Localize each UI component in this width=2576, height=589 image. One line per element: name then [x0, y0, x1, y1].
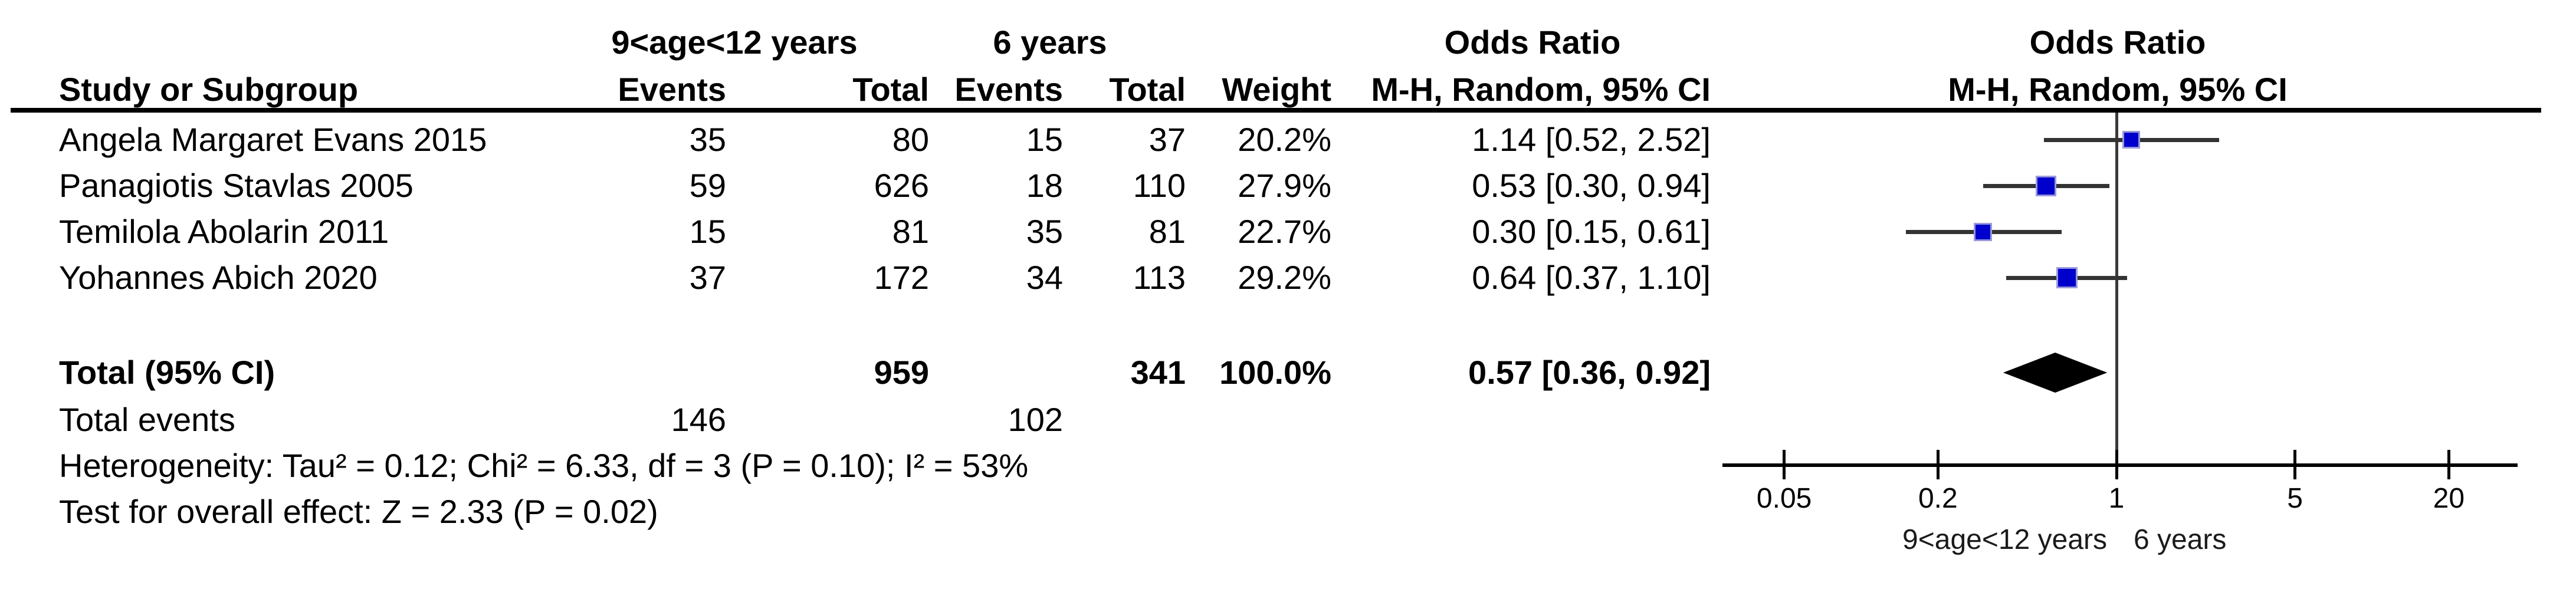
x-axis-line	[1722, 463, 2518, 467]
total1-column-header: Total	[852, 71, 929, 108]
weight-value: 22.7%	[1238, 213, 1331, 250]
group-header-row: 9<age<12 years 6 years Odds Ratio Odds R…	[0, 19, 2576, 66]
axis-tick-label: 5	[2287, 483, 2303, 514]
weight-column-header: Weight	[1222, 71, 1331, 108]
total-events1: 146	[671, 401, 726, 438]
odds-ratio-plot-title: Odds Ratio	[2029, 24, 2206, 61]
events1-column-header: Events	[618, 71, 726, 108]
overall-effect-text: Test for overall effect: Z = 2.33 (P = 0…	[59, 493, 658, 530]
column-header-row: Study or Subgroup Events Total Events To…	[0, 66, 2576, 113]
axis-tick	[2115, 450, 2118, 479]
axis-tick-label: 0.2	[1918, 483, 1958, 514]
ci-text-value: 1.14 [0.52, 2.52]	[1472, 121, 1711, 158]
group-header-experimental: 9<age<12 years	[611, 24, 858, 61]
effect-square	[2056, 267, 2078, 288]
odds-ratio-column-title: Odds Ratio	[1444, 24, 1621, 61]
total2-value: 110	[1133, 167, 1186, 204]
total-events-row: Total events 146 102	[0, 396, 2576, 443]
total1-value: 80	[892, 121, 929, 158]
table-row: Panagiotis Stavlas 2005 59 626 18 110 27…	[0, 162, 2576, 209]
pooled-diamond	[2003, 353, 2108, 393]
events1-value: 15	[689, 213, 726, 250]
axis-caption-left: 9<age<12 years	[1902, 524, 2107, 555]
table-row: Temilola Abolarin 2011 15 81 35 81 22.7%…	[0, 208, 2576, 255]
events2-value: 15	[1026, 121, 1063, 158]
null-effect-line	[2115, 113, 2118, 465]
heterogeneity-row: Heterogeneity: Tau² = 0.12; Chi² = 6.33,…	[0, 442, 2576, 489]
header-separator-line	[11, 108, 2541, 113]
events2-value: 34	[1026, 259, 1063, 296]
events2-column-header: Events	[954, 71, 1063, 108]
effect-square	[2122, 131, 2140, 149]
axis-tick	[2293, 450, 2297, 479]
axis-tick-label: 1	[2108, 483, 2125, 514]
table-row: Yohannes Abich 2020 37 172 34 113 29.2% …	[0, 254, 2576, 301]
study-name: Panagiotis Stavlas 2005	[59, 167, 414, 204]
ci-text-value: 0.53 [0.30, 0.94]	[1472, 167, 1711, 204]
axis-tick	[1783, 450, 1786, 479]
effect-square	[1974, 222, 1993, 241]
axis-tick	[1936, 450, 1940, 479]
total2-column-header: Total	[1109, 71, 1186, 108]
events1-value: 59	[689, 167, 726, 204]
overall-effect-row: Test for overall effect: Z = 2.33 (P = 0…	[0, 488, 2576, 535]
study-name: Temilola Abolarin 2011	[59, 213, 389, 250]
events2-value: 18	[1026, 167, 1063, 204]
ci-text-value: 0.30 [0.15, 0.61]	[1472, 213, 1711, 250]
pooled-ci-text: 0.57 [0.36, 0.92]	[1468, 354, 1711, 391]
study-column-header: Study or Subgroup	[59, 71, 359, 108]
ci-text-value: 0.64 [0.37, 1.10]	[1472, 259, 1711, 296]
events2-value: 35	[1026, 213, 1063, 250]
total1-sum: 959	[874, 354, 929, 391]
total2-value: 113	[1133, 259, 1186, 296]
total-row: Total (95% CI) 959 341 100.0% 0.57 [0.36…	[0, 349, 2576, 396]
mh-ci-plot-header: M-H, Random, 95% CI	[1948, 71, 2288, 108]
weight-value: 29.2%	[1238, 259, 1331, 296]
study-name: Angela Margaret Evans 2015	[59, 121, 487, 158]
weight-value: 27.9%	[1238, 167, 1331, 204]
axis-tick-label: 20	[2433, 483, 2465, 514]
events1-value: 37	[689, 259, 726, 296]
total1-value: 172	[874, 259, 929, 296]
axis-tick-label: 0.05	[1756, 483, 1812, 514]
total1-value: 81	[892, 213, 929, 250]
group-header-control: 6 years	[993, 24, 1107, 61]
study-name: Yohannes Abich 2020	[59, 259, 378, 296]
axis-caption-right: 6 years	[2134, 524, 2227, 555]
total-label: Total (95% CI)	[59, 354, 275, 391]
total-events2: 102	[1008, 401, 1063, 438]
table-row: Angela Margaret Evans 2015 35 80 15 37 2…	[0, 116, 2576, 163]
weight-value: 20.2%	[1238, 121, 1331, 158]
total1-value: 626	[874, 167, 929, 204]
weight-sum: 100.0%	[1219, 354, 1331, 391]
effect-square	[2036, 175, 2057, 196]
heterogeneity-text: Heterogeneity: Tau² = 0.12; Chi² = 6.33,…	[59, 447, 1029, 484]
total2-value: 37	[1148, 121, 1186, 158]
total-events-label: Total events	[59, 401, 235, 438]
events1-value: 35	[689, 121, 726, 158]
axis-tick	[2447, 450, 2450, 479]
mh-ci-column-header: M-H, Random, 95% CI	[1371, 71, 1711, 108]
total2-value: 81	[1148, 213, 1186, 250]
total2-sum: 341	[1130, 354, 1186, 391]
